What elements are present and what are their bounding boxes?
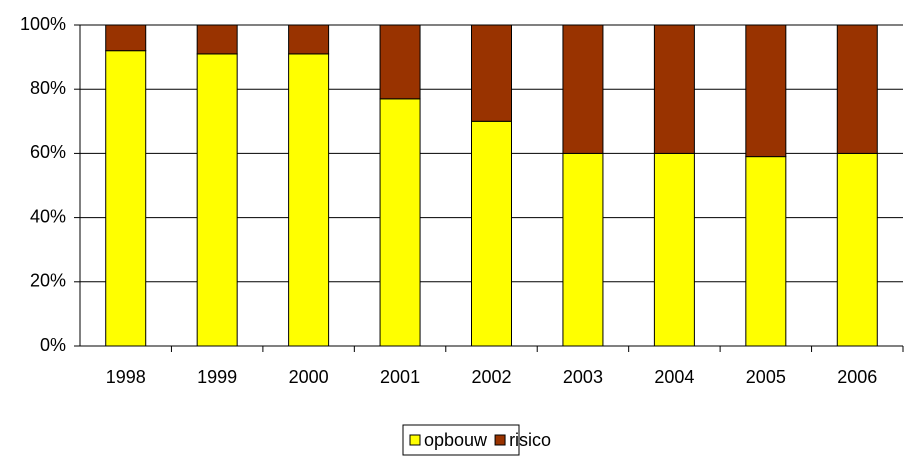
x-tick-label: 2003 <box>563 367 603 387</box>
x-tick-label: 1999 <box>197 367 237 387</box>
x-tick-label: 1998 <box>106 367 146 387</box>
bar-segment <box>196 53 238 347</box>
bar-segment <box>562 152 604 347</box>
bar-segment <box>745 156 787 347</box>
bar-segment <box>836 152 878 347</box>
x-tick-label: 2006 <box>837 367 877 387</box>
y-tick-label: 80% <box>30 78 66 98</box>
x-tick-label: 2000 <box>289 367 329 387</box>
bar-segment <box>105 24 147 52</box>
legend-label: risico <box>509 430 551 450</box>
bar-segment <box>105 50 147 347</box>
legend-swatch <box>409 434 421 446</box>
x-tick-label: 2005 <box>746 367 786 387</box>
y-tick-label: 0% <box>40 335 66 355</box>
legend-swatch <box>494 434 506 446</box>
y-tick-label: 40% <box>30 206 66 226</box>
x-tick-label: 2001 <box>380 367 420 387</box>
legend-label: opbouw <box>424 430 488 450</box>
bar-segment <box>653 24 695 154</box>
bar-segment <box>288 53 330 347</box>
bar-segment <box>562 24 604 154</box>
x-tick-label: 2002 <box>471 367 511 387</box>
y-tick-label: 100% <box>20 14 66 34</box>
bar-segment <box>471 24 512 122</box>
bar-segment <box>471 120 512 347</box>
bar-segment <box>653 152 695 347</box>
y-tick-label: 60% <box>30 142 66 162</box>
y-tick-label: 20% <box>30 271 66 291</box>
bar-segment <box>288 24 330 55</box>
x-tick-label: 2004 <box>654 367 694 387</box>
bar-segment <box>836 24 878 154</box>
bar-segment <box>196 24 238 55</box>
bar-segment <box>379 24 421 100</box>
bar-segment <box>379 98 421 347</box>
bar-segment <box>745 24 787 158</box>
